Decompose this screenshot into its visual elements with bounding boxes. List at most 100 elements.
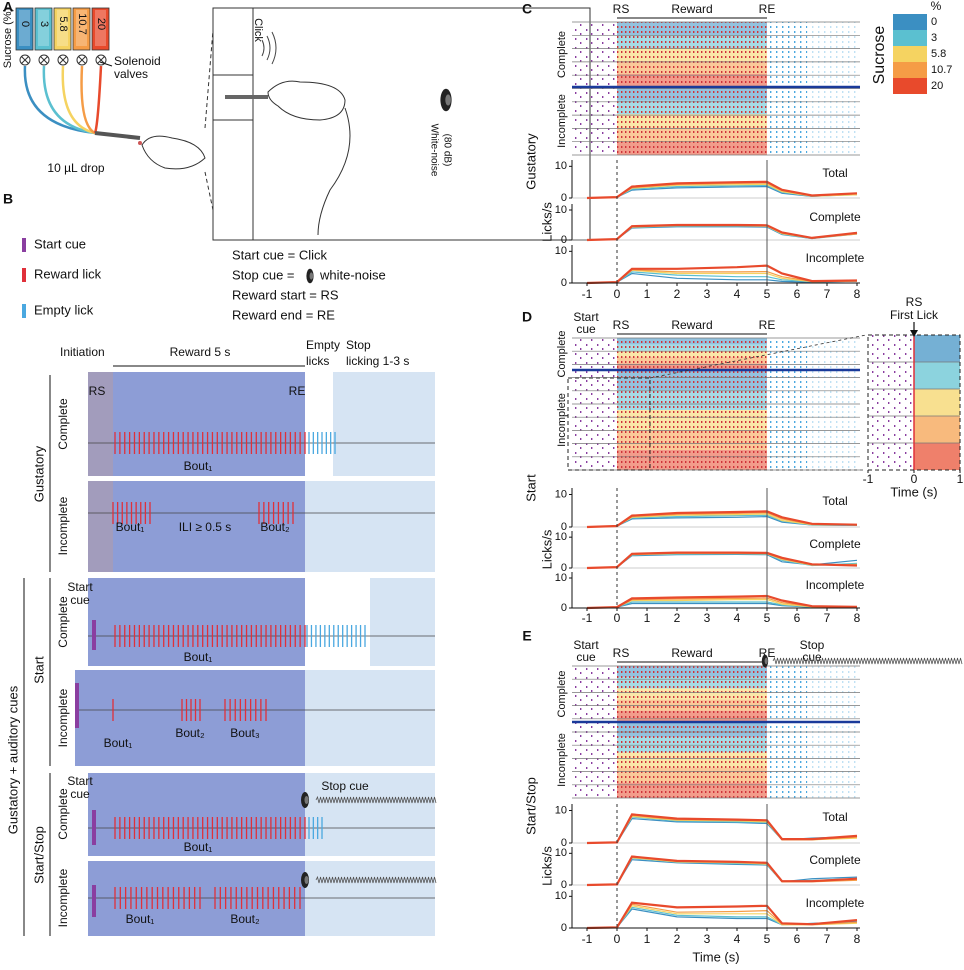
raster-label: RE <box>759 2 776 16</box>
x-tick-label: 6 <box>794 287 801 301</box>
speaker-icon <box>304 876 309 884</box>
vial <box>53 7 72 51</box>
legend-swatch <box>893 46 927 62</box>
noise-wave <box>315 795 437 804</box>
row-label: Stop cue <box>321 779 369 793</box>
row-label: cue <box>70 593 90 607</box>
stop-period <box>333 372 435 476</box>
stop-period <box>305 773 435 856</box>
cue-label: cue <box>576 322 596 336</box>
click-label: Click <box>252 18 264 42</box>
raster-group: Incomplete <box>556 733 568 787</box>
raster-band <box>914 335 960 362</box>
y-tick-label: 10 <box>555 890 567 902</box>
row-label: Bout₂ <box>175 726 205 740</box>
x-tick-label: 0 <box>614 287 621 301</box>
x-tick-label: 7 <box>824 611 831 625</box>
reward-period <box>88 773 305 856</box>
valve-label: Solenoid <box>114 54 161 68</box>
speaker-icon <box>445 94 451 106</box>
x-tick-label: 5 <box>764 287 771 301</box>
zoom-box <box>567 377 651 471</box>
legend-label: 10.7 <box>931 64 952 76</box>
stop-period <box>305 670 435 766</box>
header: licks <box>306 354 329 368</box>
raster-label: RS <box>613 646 630 660</box>
vial-label: 3 <box>38 21 50 27</box>
subplot-name: Total <box>822 494 847 508</box>
y-axis-label: Licks/s <box>539 846 554 886</box>
legend-label: 5.8 <box>931 48 946 60</box>
subplot-name: Total <box>822 810 847 824</box>
y-tick-label: 0 <box>561 277 567 289</box>
vial <box>91 7 110 51</box>
speaker-icon <box>309 272 314 280</box>
line <box>649 334 867 379</box>
legend-swatch <box>893 30 927 46</box>
noise-label: (80 dB) <box>441 134 452 167</box>
x-tick-label: 8 <box>854 287 861 301</box>
x-tick-label: 3 <box>704 932 711 946</box>
row-label: Bout₁ <box>104 736 133 750</box>
lick-rate-line <box>586 553 858 569</box>
row-label: Start <box>67 774 93 788</box>
x-tick-label: -1 <box>582 611 593 625</box>
x-tick-label: 0 <box>614 932 621 946</box>
x-tick-label: 5 <box>764 932 771 946</box>
y-tick-label: 0 <box>561 192 567 204</box>
y-tick-label: 0 <box>561 234 567 246</box>
x-tick-label: -1 <box>863 472 874 486</box>
y-tick-label: 10 <box>555 531 567 543</box>
lick-rate-line <box>586 901 858 930</box>
legend-label: 0 <box>931 16 937 28</box>
x-tick-label: 7 <box>824 287 831 301</box>
line <box>78 56 86 64</box>
group-label: Complete <box>56 596 70 648</box>
line <box>97 56 105 64</box>
chart-name: Gustatory <box>523 133 538 190</box>
raster-label: Reward <box>671 2 712 16</box>
group-label: Gustatory + auditory cues <box>5 685 20 834</box>
group-label: Incomplete <box>56 496 70 555</box>
lick-rate-line <box>586 813 858 845</box>
x-tick-label: 1 <box>957 472 964 486</box>
vial-label: 10.7 <box>76 13 88 34</box>
reward-period <box>88 578 305 666</box>
definition: Stop cue = <box>232 267 295 282</box>
vial <box>15 7 34 51</box>
group-label: Complete <box>56 398 70 450</box>
x-tick-label: 8 <box>854 932 861 946</box>
raster-label: RS <box>613 2 630 16</box>
speaker-icon <box>304 796 309 804</box>
raster-label: Reward <box>671 318 712 332</box>
row-label: Bout₁ <box>184 459 213 473</box>
legend-label: 3 <box>931 32 937 44</box>
y-tick-label: 10 <box>555 572 567 584</box>
legend-swatch <box>22 238 26 252</box>
tube <box>42 65 96 135</box>
lick-rate-line <box>586 223 858 242</box>
line <box>59 56 67 64</box>
y-tick-label: 10 <box>555 204 567 216</box>
y-tick-label: 10 <box>555 245 567 257</box>
vial-window <box>57 10 68 46</box>
y-axis-label: Licks/s <box>539 529 554 569</box>
row-label: RE <box>289 384 306 398</box>
legend-axis: Sucrose <box>871 26 888 85</box>
legend-label: Empty lick <box>34 302 94 317</box>
vial <box>72 7 91 51</box>
vial-window <box>19 10 30 46</box>
subplot-name: Incomplete <box>806 896 865 910</box>
x-tick-label: 4 <box>734 611 741 625</box>
header: Stop <box>346 338 371 352</box>
group-label: Incomplete <box>56 868 70 927</box>
row-label: cue <box>70 787 90 801</box>
y-tick-label: 10 <box>555 160 567 172</box>
legend-title: % <box>931 0 942 13</box>
definition: Reward start = RS <box>232 287 339 302</box>
tube <box>93 65 103 134</box>
stop-period <box>370 578 435 666</box>
group-label: Complete <box>56 788 70 840</box>
row-label: ILI ≥ 0.5 s <box>179 520 232 534</box>
